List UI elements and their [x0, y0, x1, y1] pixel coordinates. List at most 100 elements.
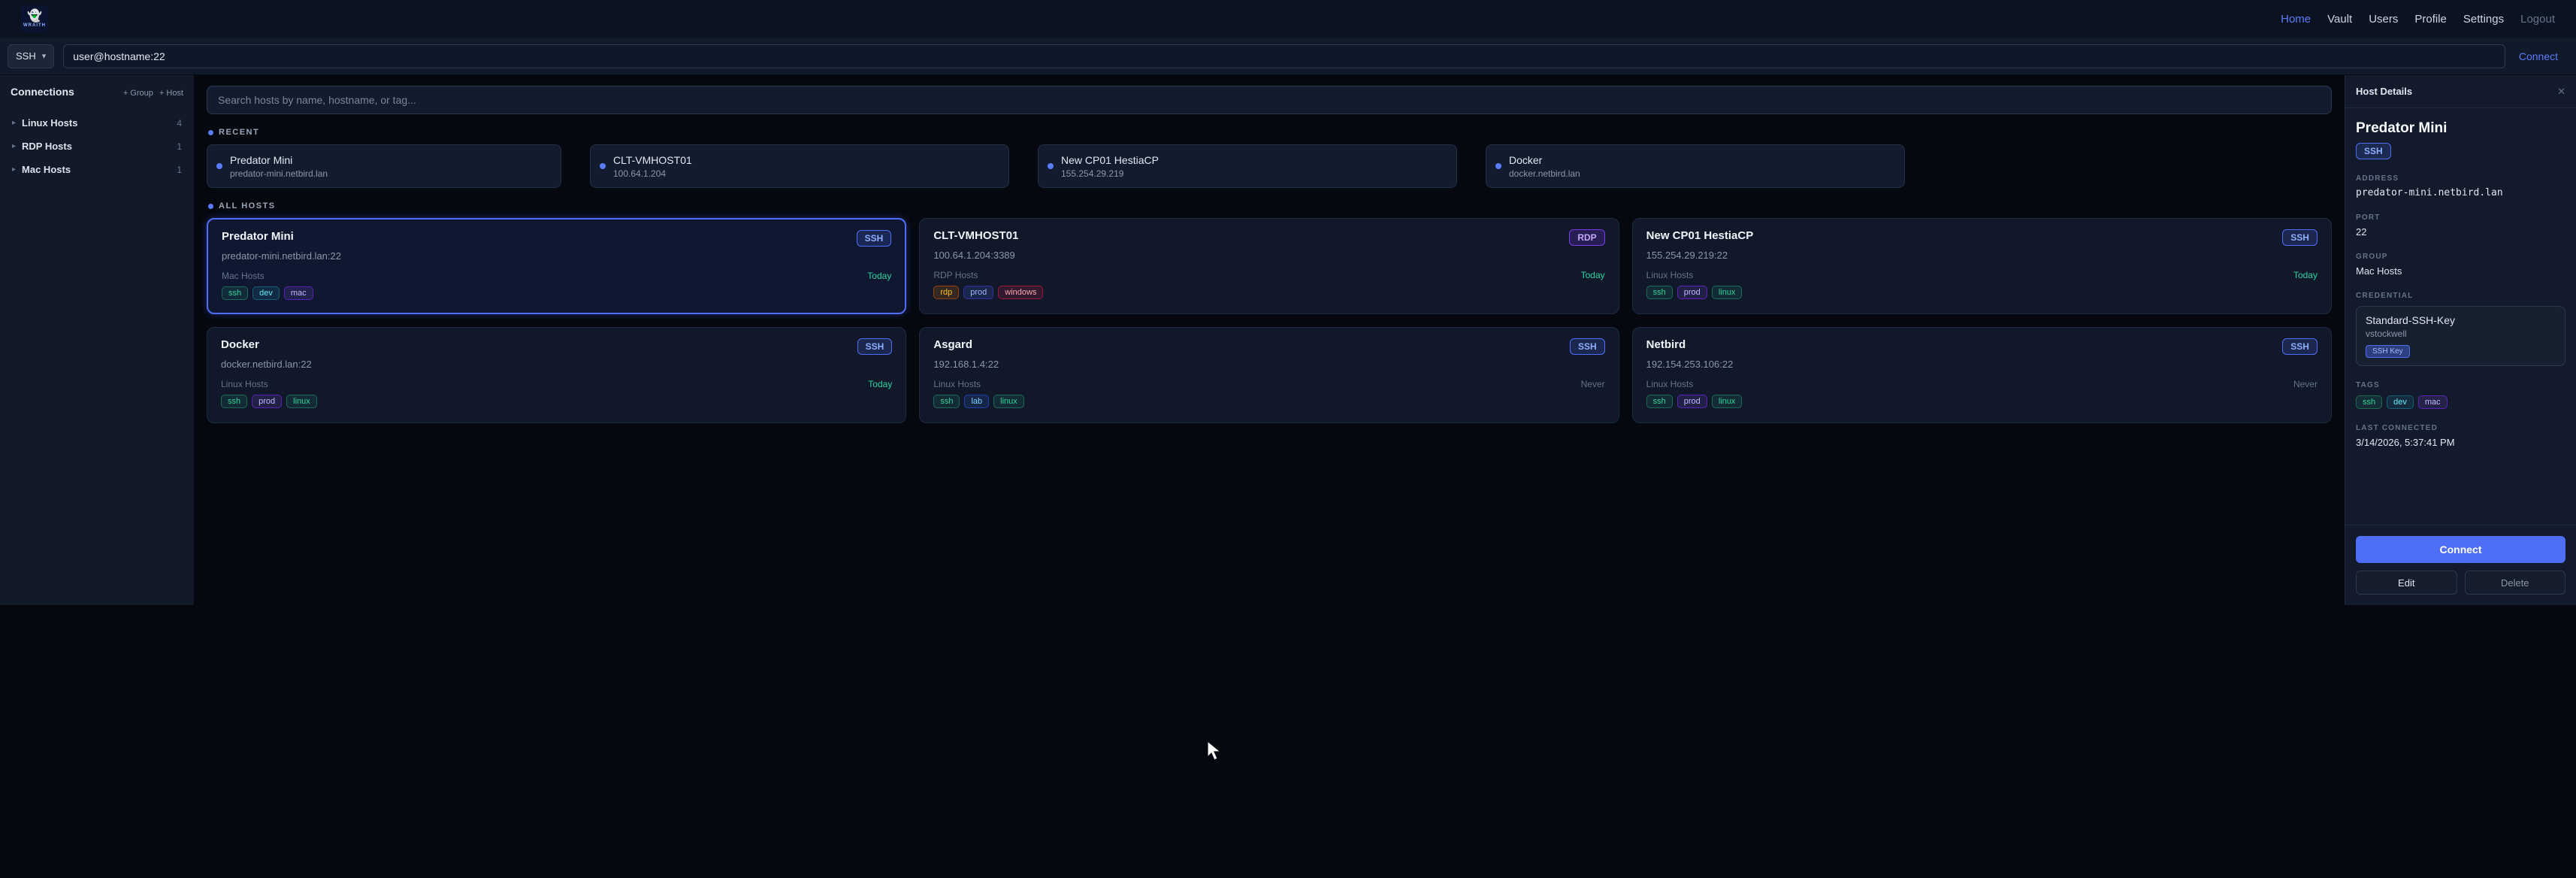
host-cards-grid: Predator Mini SSH predator-mini.netbird.la…: [207, 218, 2332, 423]
content-row: Connections + Group + Host ▸ Linux Hosts 4…: [0, 75, 2576, 605]
host-address: docker.netbird.lan:22: [221, 359, 312, 370]
host-card[interactable]: Docker SSH docker.netbird.lan:22 Linux Host…: [207, 327, 907, 423]
host-group: Linux Hosts: [1646, 270, 1694, 280]
tag-mac: mac: [283, 286, 313, 300]
protocol-select[interactable]: SSH ▾: [8, 44, 55, 68]
host-address: 192.168.1.4:22: [933, 359, 999, 370]
port-value: 22: [2356, 226, 2367, 238]
recent-cards-row: Predator Mini predator-mini.netbird.lan CL…: [207, 144, 2332, 188]
group-label: GROUP: [2356, 253, 2388, 261]
details-protocol-badge: SSH: [2356, 143, 2391, 159]
sidebar-title: Connections: [11, 86, 74, 98]
nav-link-home[interactable]: Home: [2281, 12, 2311, 26]
recent-card[interactable]: Docker docker.netbird.lan: [1486, 144, 1905, 188]
host-tags: ssh lab linux: [933, 395, 1604, 408]
all-hosts-section-header: ALL HOSTS: [208, 201, 2332, 210]
details-host-name: Predator Mini: [2356, 120, 2448, 136]
nav-link-settings[interactable]: Settings: [2463, 12, 2505, 26]
credential-card[interactable]: Standard-SSH-Key vstockwell SSH Key: [2356, 306, 2565, 366]
host-card[interactable]: Asgard SSH 192.168.1.4:22 Linux Hosts Never s…: [919, 327, 1619, 423]
sidebar-actions: + Group + Host: [123, 89, 183, 98]
recent-card-text: New CP01 HestiaCP 155.254.29.219: [1061, 154, 1159, 179]
recent-host-name: Predator Mini: [230, 153, 293, 166]
recent-host-name: CLT-VMHOST01: [613, 153, 692, 166]
host-card-top: Netbird SSH: [1646, 338, 2317, 355]
recent-card[interactable]: New CP01 HestiaCP 155.254.29.219: [1038, 144, 1457, 188]
hosts-main-area: RECENT Predator Mini predator-mini.netbir…: [194, 75, 2345, 605]
delete-button[interactable]: Delete: [2464, 571, 2565, 595]
host-meta: Linux Hosts Never: [933, 379, 1604, 389]
tag-mac: mac: [2417, 395, 2448, 409]
sidebar-header: Connections + Group + Host: [11, 86, 183, 98]
host-tags: ssh dev mac: [222, 286, 891, 300]
sidebar-item-label: RDP Hosts: [22, 141, 72, 152]
status-dot-icon: [600, 163, 606, 169]
app-logo[interactable]: 👻 WRAITH: [21, 5, 48, 32]
host-address: 192.154.253.106:22: [1646, 359, 1734, 370]
tags-label: TAGS: [2356, 381, 2380, 389]
host-group: Linux Hosts: [221, 379, 268, 389]
section-dot-icon: [208, 129, 213, 135]
tag-windows: windows: [998, 286, 1044, 299]
edit-button[interactable]: Edit: [2356, 571, 2457, 595]
recent-section-title: RECENT: [219, 128, 260, 137]
host-meta: Mac Hosts Today: [222, 271, 891, 281]
host-card[interactable]: New CP01 HestiaCP SSH 155.254.29.219:22 Lin…: [1631, 218, 2332, 314]
host-card-top: New CP01 HestiaCP SSH: [1646, 229, 2317, 246]
sidebar-item-mac-hosts[interactable]: ▸ Mac Hosts 1: [11, 158, 183, 181]
details-body: Predator Mini SSH ADDRESS predator-mini.…: [2345, 108, 2576, 525]
host-name: New CP01 HestiaCP: [1646, 229, 1754, 242]
recent-host-name: Docker: [1509, 153, 1543, 166]
nav-link-profile[interactable]: Profile: [2414, 12, 2447, 26]
quick-connect-button[interactable]: Connect: [2518, 50, 2558, 62]
sidebar-item-linux-hosts[interactable]: ▸ Linux Hosts 4: [11, 111, 183, 135]
section-dot-icon: [208, 203, 213, 209]
nav-link-users[interactable]: Users: [2369, 12, 2399, 26]
add-host-button[interactable]: + Host: [159, 89, 183, 98]
credential-user: vstockwell: [2366, 328, 2407, 339]
add-group-button[interactable]: + Group: [122, 89, 153, 98]
tag-linux: linux: [286, 395, 317, 408]
host-card-top: Predator Mini SSH: [222, 230, 892, 247]
address-value: predator-mini.netbird.lan: [2356, 187, 2503, 198]
quick-connect-input[interactable]: [63, 44, 2505, 68]
chevron-right-icon: ▸: [12, 142, 17, 150]
recent-host-address: 100.64.1.204: [613, 168, 667, 179]
host-card[interactable]: CLT-VMHOST01 RDP 100.64.1.204:3389 RDP Host…: [919, 218, 1619, 314]
sidebar-item-count: 1: [177, 164, 182, 175]
tag-prod: prod: [963, 286, 994, 299]
tag-ssh: ssh: [2356, 395, 2383, 409]
status-dot-icon: [1495, 163, 1501, 169]
details-footer: Connect Edit Delete: [2345, 525, 2576, 605]
host-last-connected: Never: [1580, 379, 1605, 389]
recent-host-address: docker.netbird.lan: [1509, 168, 1580, 179]
nav-link-vault[interactable]: Vault: [2327, 12, 2353, 26]
host-group: Linux Hosts: [933, 379, 981, 389]
host-card[interactable]: Netbird SSH 192.154.253.106:22 Linux Hosts N…: [1631, 327, 2332, 423]
recent-card[interactable]: CLT-VMHOST01 100.64.1.204: [590, 144, 1009, 188]
sidebar-item-rdp-hosts[interactable]: ▸ RDP Hosts 1: [11, 135, 183, 158]
host-tags: rdp prod windows: [933, 286, 1604, 299]
chevron-right-icon: ▸: [12, 165, 17, 174]
search-input[interactable]: [207, 86, 2332, 114]
protocol-badge: SSH: [1569, 338, 1605, 355]
recent-card[interactable]: Predator Mini predator-mini.netbird.lan: [207, 144, 561, 188]
sidebar-item-label: Mac Hosts: [22, 164, 71, 175]
connect-button[interactable]: Connect: [2356, 536, 2565, 563]
host-meta: Linux Hosts Never: [1646, 379, 2317, 389]
last-connected-value: 3/14/2026, 5:37:41 PM: [2356, 437, 2455, 448]
tag-ssh: ssh: [1646, 395, 1673, 408]
host-tags: ssh prod linux: [221, 395, 892, 408]
group-value: Mac Hosts: [2356, 265, 2402, 277]
host-group: RDP Hosts: [933, 270, 978, 280]
recent-card-text: Predator Mini predator-mini.netbird.lan: [230, 154, 328, 179]
close-icon[interactable]: ✕: [2557, 85, 2565, 97]
host-card-top: Docker SSH: [221, 338, 893, 355]
recent-section-header: RECENT: [208, 128, 2332, 137]
host-card[interactable]: Predator Mini SSH predator-mini.netbird.la…: [207, 218, 907, 314]
nav-link-logout[interactable]: Logout: [2520, 12, 2555, 26]
edit-delete-row: Edit Delete: [2356, 571, 2565, 595]
tag-lab: lab: [964, 395, 990, 408]
host-meta: Linux Hosts Today: [1646, 270, 2317, 280]
recent-host-address: 155.254.29.219: [1061, 168, 1124, 179]
